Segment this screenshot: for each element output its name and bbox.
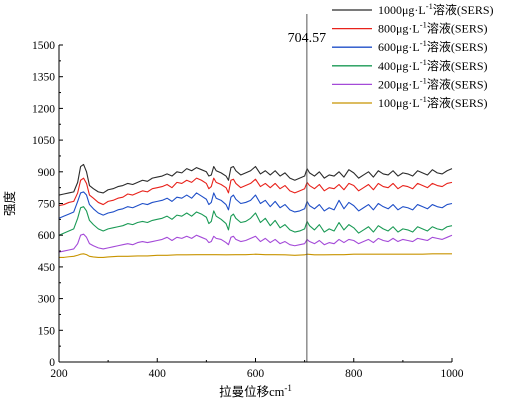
- x-tick-label-1000: 1000: [441, 368, 464, 380]
- annotation-label: 704.57: [288, 31, 327, 46]
- legend-label-pre: 600μg·L: [378, 40, 420, 54]
- series-line-6: [59, 253, 452, 258]
- series-line-3: [58, 191, 453, 219]
- legend-label-pre: 400μg·L: [378, 59, 420, 73]
- series-line-2: [58, 177, 453, 207]
- annotation-layer: 704.57: [288, 14, 327, 362]
- legend-label-pre: 1000μg·L: [378, 3, 426, 17]
- x-axis-title: 拉曼位移cm-1: [219, 383, 292, 399]
- legend: 1000μg·L-1溶液(SERS)800μg·L-1溶液(SERS)600μg…: [332, 1, 494, 110]
- y-tick-label-600: 600: [38, 230, 56, 242]
- legend-label-sup: -1: [420, 75, 427, 85]
- series-line-4: [58, 206, 453, 236]
- legend-label-3: 600μg·L-1溶液(SERS): [378, 38, 488, 54]
- y-tick-label-300: 300: [38, 294, 56, 306]
- x-tick-label-600: 600: [247, 368, 265, 380]
- legend-label-pre: 800μg·L: [378, 22, 420, 36]
- legend-label-sup: -1: [420, 57, 427, 67]
- legend-label-pre: 200μg·L: [378, 77, 420, 91]
- series-layer: [58, 163, 453, 258]
- legend-label-sup: -1: [426, 1, 433, 11]
- legend-label-post: 溶液(SERS): [427, 95, 488, 110]
- y-tick-label-750: 750: [38, 199, 56, 211]
- axes-layer: 0 150 300 450 600 750 900 1050 1200 1350 1500 200 40…: [2, 40, 464, 399]
- x-tick-label-200: 200: [50, 368, 68, 380]
- legend-label-post: 溶液(SERS): [427, 58, 488, 73]
- legend-label-6: 100μg·L-1溶液(SERS): [378, 94, 488, 110]
- x-axis-title-main: 拉曼位移cm: [219, 384, 285, 399]
- y-tick-label-0: 0: [49, 357, 55, 369]
- legend-label-post: 溶液(SERS): [427, 21, 488, 36]
- legend-label-sup: -1: [420, 20, 427, 30]
- y-axis-title: 强度: [2, 191, 17, 217]
- y-tick-label-1050: 1050: [32, 135, 55, 147]
- x-tick-label-400: 400: [149, 368, 167, 380]
- x-tick-label-800: 800: [345, 368, 363, 380]
- y-tick-label-450: 450: [38, 262, 56, 274]
- legend-label-sup: -1: [420, 94, 427, 104]
- legend-label-sup: -1: [420, 38, 427, 48]
- legend-label-pre: 100μg·L: [378, 96, 420, 110]
- y-tick-label-150: 150: [38, 325, 56, 337]
- legend-label-4: 400μg·L-1溶液(SERS): [378, 57, 488, 73]
- legend-label-2: 800μg·L-1溶液(SERS): [378, 20, 488, 36]
- series-line-1: [58, 163, 453, 196]
- legend-label-5: 200μg·L-1溶液(SERS): [378, 75, 488, 91]
- legend-label-post: 溶液(SERS): [427, 39, 488, 54]
- x-axis-title-sup: -1: [284, 383, 292, 393]
- series-line-5: [58, 233, 453, 253]
- legend-label-1: 1000μg·L-1溶液(SERS): [378, 1, 494, 17]
- y-tick-label-1350: 1350: [32, 72, 55, 84]
- y-tick-label-1500: 1500: [32, 40, 55, 52]
- y-tick-label-900: 900: [38, 167, 56, 179]
- legend-label-post: 溶液(SERS): [433, 2, 494, 17]
- y-tick-label-1200: 1200: [32, 103, 55, 115]
- legend-label-post: 溶液(SERS): [427, 76, 488, 91]
